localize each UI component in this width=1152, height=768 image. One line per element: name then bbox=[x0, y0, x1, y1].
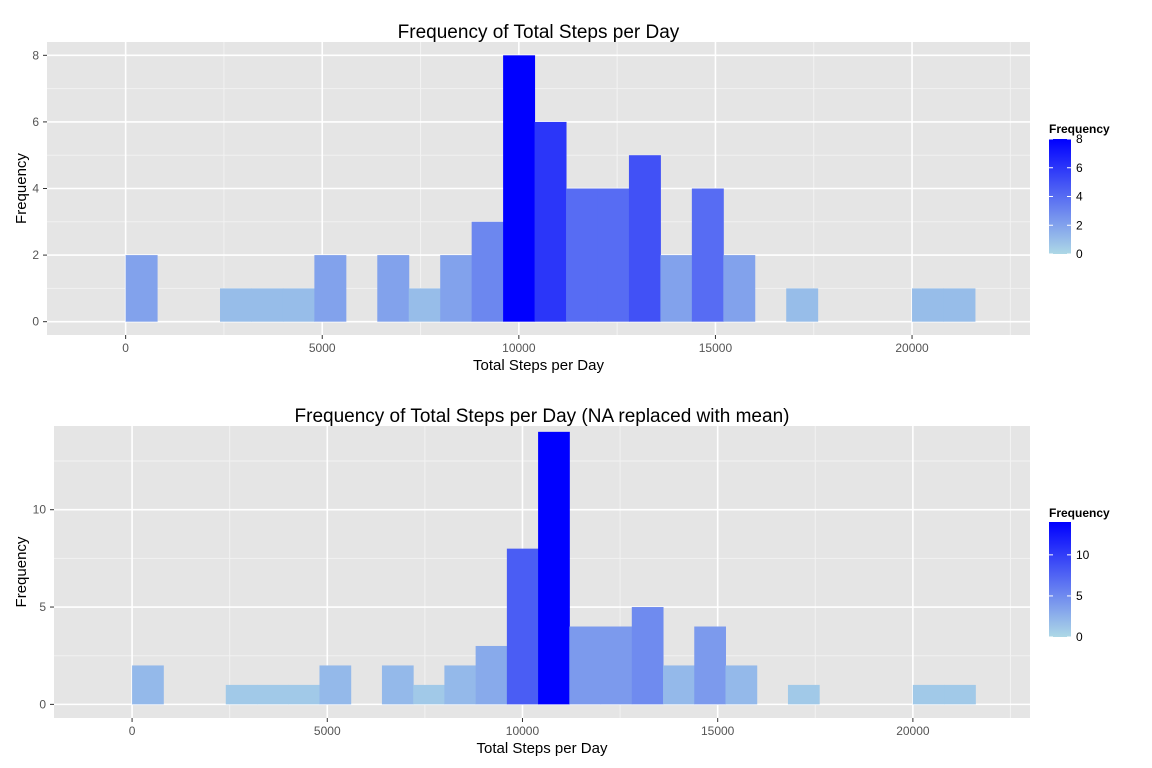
histogram-bar bbox=[251, 288, 284, 322]
legend: Frequency 0 5 10 bbox=[1049, 506, 1110, 644]
x-tick-label: 0 bbox=[129, 724, 136, 738]
legend: Frequency 0 2 4 6 8 bbox=[1049, 122, 1110, 261]
histogram-bar bbox=[132, 665, 164, 705]
chart-2: Frequency of Total Steps per Day (NA rep… bbox=[13, 406, 1110, 757]
x-tick-label: 5000 bbox=[314, 724, 341, 738]
y-axis-label: Frequency bbox=[13, 153, 30, 224]
x-tick-label: 0 bbox=[122, 341, 129, 355]
histogram-bar bbox=[257, 684, 289, 705]
y-tick-label: 0 bbox=[32, 315, 39, 329]
histogram-bar bbox=[787, 684, 820, 705]
x-axis-label: Total Steps per Day bbox=[473, 357, 604, 374]
histogram-bar bbox=[663, 665, 695, 705]
histogram-bar bbox=[288, 684, 320, 705]
y-tick-label: 10 bbox=[33, 503, 47, 517]
y-tick-label: 6 bbox=[32, 115, 39, 129]
histogram-bar bbox=[220, 288, 252, 322]
y-tick-label: 8 bbox=[32, 48, 39, 62]
x-tick-label: 10000 bbox=[502, 341, 536, 355]
y-tick-label: 5 bbox=[39, 600, 46, 614]
histogram-bar bbox=[628, 155, 661, 322]
legend-title: Frequency bbox=[1049, 506, 1110, 520]
histogram-bar bbox=[440, 255, 473, 322]
histogram-bar bbox=[413, 684, 445, 705]
histogram-bar bbox=[534, 121, 567, 322]
chart-title: Frequency of Total Steps per Day (NA rep… bbox=[295, 406, 790, 427]
legend-label: 2 bbox=[1076, 218, 1083, 232]
histogram-bar bbox=[377, 255, 410, 322]
x-tick-label: 20000 bbox=[895, 341, 929, 355]
legend-title: Frequency bbox=[1049, 122, 1110, 136]
histogram-bar bbox=[503, 55, 536, 322]
histogram-bar bbox=[786, 288, 819, 322]
chart-title: Frequency of Total Steps per Day bbox=[398, 22, 680, 43]
x-axis-label: Total Steps per Day bbox=[477, 740, 608, 757]
legend-colorbar bbox=[1049, 139, 1071, 254]
chart-1: Frequency of Total Steps per Day 0 5000 100… bbox=[13, 22, 1110, 374]
histogram-bar bbox=[319, 665, 352, 705]
histogram-bar bbox=[475, 645, 508, 705]
x-tick-label: 15000 bbox=[699, 341, 733, 355]
histogram-bar bbox=[538, 431, 570, 705]
y-tick-label: 0 bbox=[39, 697, 46, 711]
legend-label: 10 bbox=[1076, 548, 1090, 562]
histogram-bar bbox=[408, 288, 441, 322]
histogram-bar bbox=[225, 684, 258, 705]
x-tick-label: 10000 bbox=[506, 724, 540, 738]
histogram-bar bbox=[314, 255, 347, 322]
legend-label: 4 bbox=[1076, 190, 1083, 204]
histogram-bar bbox=[691, 188, 724, 322]
histogram-bar bbox=[471, 221, 504, 322]
histogram-bar bbox=[631, 607, 664, 705]
histogram-bar bbox=[694, 626, 726, 705]
x-tick-label: 5000 bbox=[309, 341, 336, 355]
y-tick-label: 2 bbox=[32, 248, 39, 262]
histogram-bar bbox=[381, 665, 414, 705]
histogram-bar bbox=[125, 255, 158, 322]
histogram-bar bbox=[566, 188, 598, 322]
histogram-bar bbox=[444, 665, 477, 705]
y-axis-label: Frequency bbox=[13, 536, 30, 607]
histogram-bar bbox=[723, 255, 756, 322]
x-tick-label: 15000 bbox=[701, 724, 735, 738]
y-tick-label: 4 bbox=[32, 182, 39, 196]
histogram-bar bbox=[597, 188, 630, 322]
histogram-bar bbox=[943, 288, 976, 322]
legend-colorbar bbox=[1049, 522, 1071, 637]
histogram-bar bbox=[569, 626, 602, 705]
histogram-bar bbox=[725, 665, 758, 705]
histogram-bar bbox=[660, 255, 693, 322]
legend-label: 5 bbox=[1076, 589, 1083, 603]
histogram-bar bbox=[600, 626, 633, 705]
legend-label: 0 bbox=[1076, 247, 1083, 261]
legend-label: 0 bbox=[1076, 630, 1083, 644]
legend-label: 6 bbox=[1076, 161, 1083, 175]
x-tick-label: 20000 bbox=[896, 724, 930, 738]
histogram-bar bbox=[944, 684, 976, 705]
legend-label: 8 bbox=[1076, 132, 1083, 146]
histogram-bar bbox=[912, 684, 945, 705]
histogram-bar bbox=[282, 288, 315, 322]
histogram-bar bbox=[506, 548, 539, 705]
histogram-bar bbox=[912, 288, 944, 322]
